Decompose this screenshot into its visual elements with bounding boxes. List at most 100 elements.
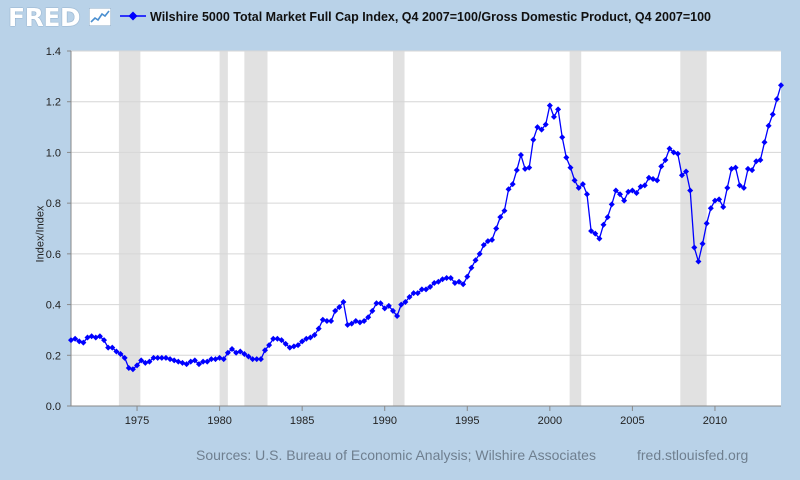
data-point <box>778 82 784 89</box>
data-point <box>550 113 557 120</box>
data-point <box>208 356 215 363</box>
data-point <box>418 286 425 293</box>
data-point <box>583 191 590 198</box>
data-point <box>683 168 690 175</box>
data-point <box>423 286 429 293</box>
data-point <box>241 351 248 358</box>
data-point <box>629 187 636 194</box>
chart-legend: Wilshire 5000 Total Market Full Cap Inde… <box>120 10 711 24</box>
data-point <box>381 305 388 312</box>
data-point <box>328 318 335 325</box>
data-point <box>195 361 202 368</box>
y-tick-label: 0.2 <box>46 350 61 362</box>
data-point <box>282 340 289 347</box>
y-tick-label: 0.6 <box>46 249 61 261</box>
data-point <box>604 214 611 221</box>
data-point <box>336 304 343 311</box>
data-point <box>596 235 603 242</box>
data-point <box>538 126 545 133</box>
data-point <box>332 307 339 314</box>
x-tick-label: 1975 <box>125 415 149 427</box>
data-point <box>257 356 264 363</box>
recession-band <box>569 51 582 406</box>
source-url[interactable]: fred.stlouisfed.org <box>637 447 749 463</box>
data-point <box>299 338 306 345</box>
data-point <box>773 96 780 103</box>
data-point <box>129 366 136 373</box>
data-point <box>608 201 615 208</box>
data-point <box>555 106 562 113</box>
data-point <box>480 241 487 248</box>
data-point <box>150 354 157 361</box>
data-point <box>191 357 198 364</box>
data-point <box>468 264 475 271</box>
data-point <box>641 182 648 189</box>
data-point <box>600 221 607 228</box>
data-point <box>340 299 347 306</box>
data-point <box>96 333 103 340</box>
data-point <box>200 358 207 365</box>
data-point <box>464 273 471 280</box>
x-tick-label: 1990 <box>372 415 396 427</box>
data-point <box>183 361 190 368</box>
data-point <box>369 307 376 314</box>
data-point <box>389 307 396 314</box>
data-point <box>678 172 685 179</box>
data-point <box>224 349 231 356</box>
source-note: Sources: U.S. Bureau of Economic Analysi… <box>196 447 596 463</box>
fred-logo[interactable]: FRED <box>8 3 81 32</box>
data-point <box>542 121 549 128</box>
data-point <box>633 190 640 196</box>
data-point <box>765 122 772 129</box>
data-point <box>513 167 520 174</box>
data-point <box>245 353 252 360</box>
data-point <box>695 258 702 265</box>
data-point <box>402 299 409 306</box>
data-point <box>559 134 566 141</box>
data-point <box>612 187 619 194</box>
data-point <box>315 325 322 332</box>
data-point <box>270 335 277 342</box>
data-point <box>769 111 776 118</box>
data-point <box>266 342 273 349</box>
data-point <box>579 181 586 188</box>
data-point <box>526 164 533 171</box>
data-point <box>109 344 116 351</box>
data-point <box>365 314 372 321</box>
data-point <box>307 334 314 341</box>
data-point <box>377 300 384 307</box>
data-point <box>262 347 269 354</box>
data-point <box>703 220 710 227</box>
data-point <box>563 154 570 161</box>
x-tick-label: 2005 <box>620 415 644 427</box>
data-point <box>716 196 723 203</box>
data-point <box>724 184 731 191</box>
data-point <box>497 214 504 221</box>
data-point <box>158 354 165 361</box>
data-point <box>501 207 508 214</box>
data-point <box>761 139 768 146</box>
data-point <box>757 157 764 164</box>
data-point <box>666 145 673 152</box>
data-point <box>447 274 454 281</box>
data-point <box>674 150 681 157</box>
data-point <box>592 230 599 237</box>
data-point <box>658 163 665 170</box>
data-point <box>72 335 79 342</box>
data-point <box>80 339 87 346</box>
x-tick-label: 1995 <box>455 415 479 427</box>
data-point <box>237 348 244 355</box>
data-point <box>509 181 516 188</box>
data-point <box>101 337 108 344</box>
data-point <box>138 357 145 364</box>
data-point <box>517 151 524 158</box>
data-point <box>456 278 463 285</box>
data-point <box>505 186 512 193</box>
data-point <box>398 301 405 308</box>
data-point <box>530 136 537 143</box>
y-tick-label: 0.4 <box>46 300 61 312</box>
data-point <box>489 236 496 243</box>
data-point <box>621 197 628 204</box>
data-point <box>707 205 714 212</box>
data-point <box>385 302 392 309</box>
